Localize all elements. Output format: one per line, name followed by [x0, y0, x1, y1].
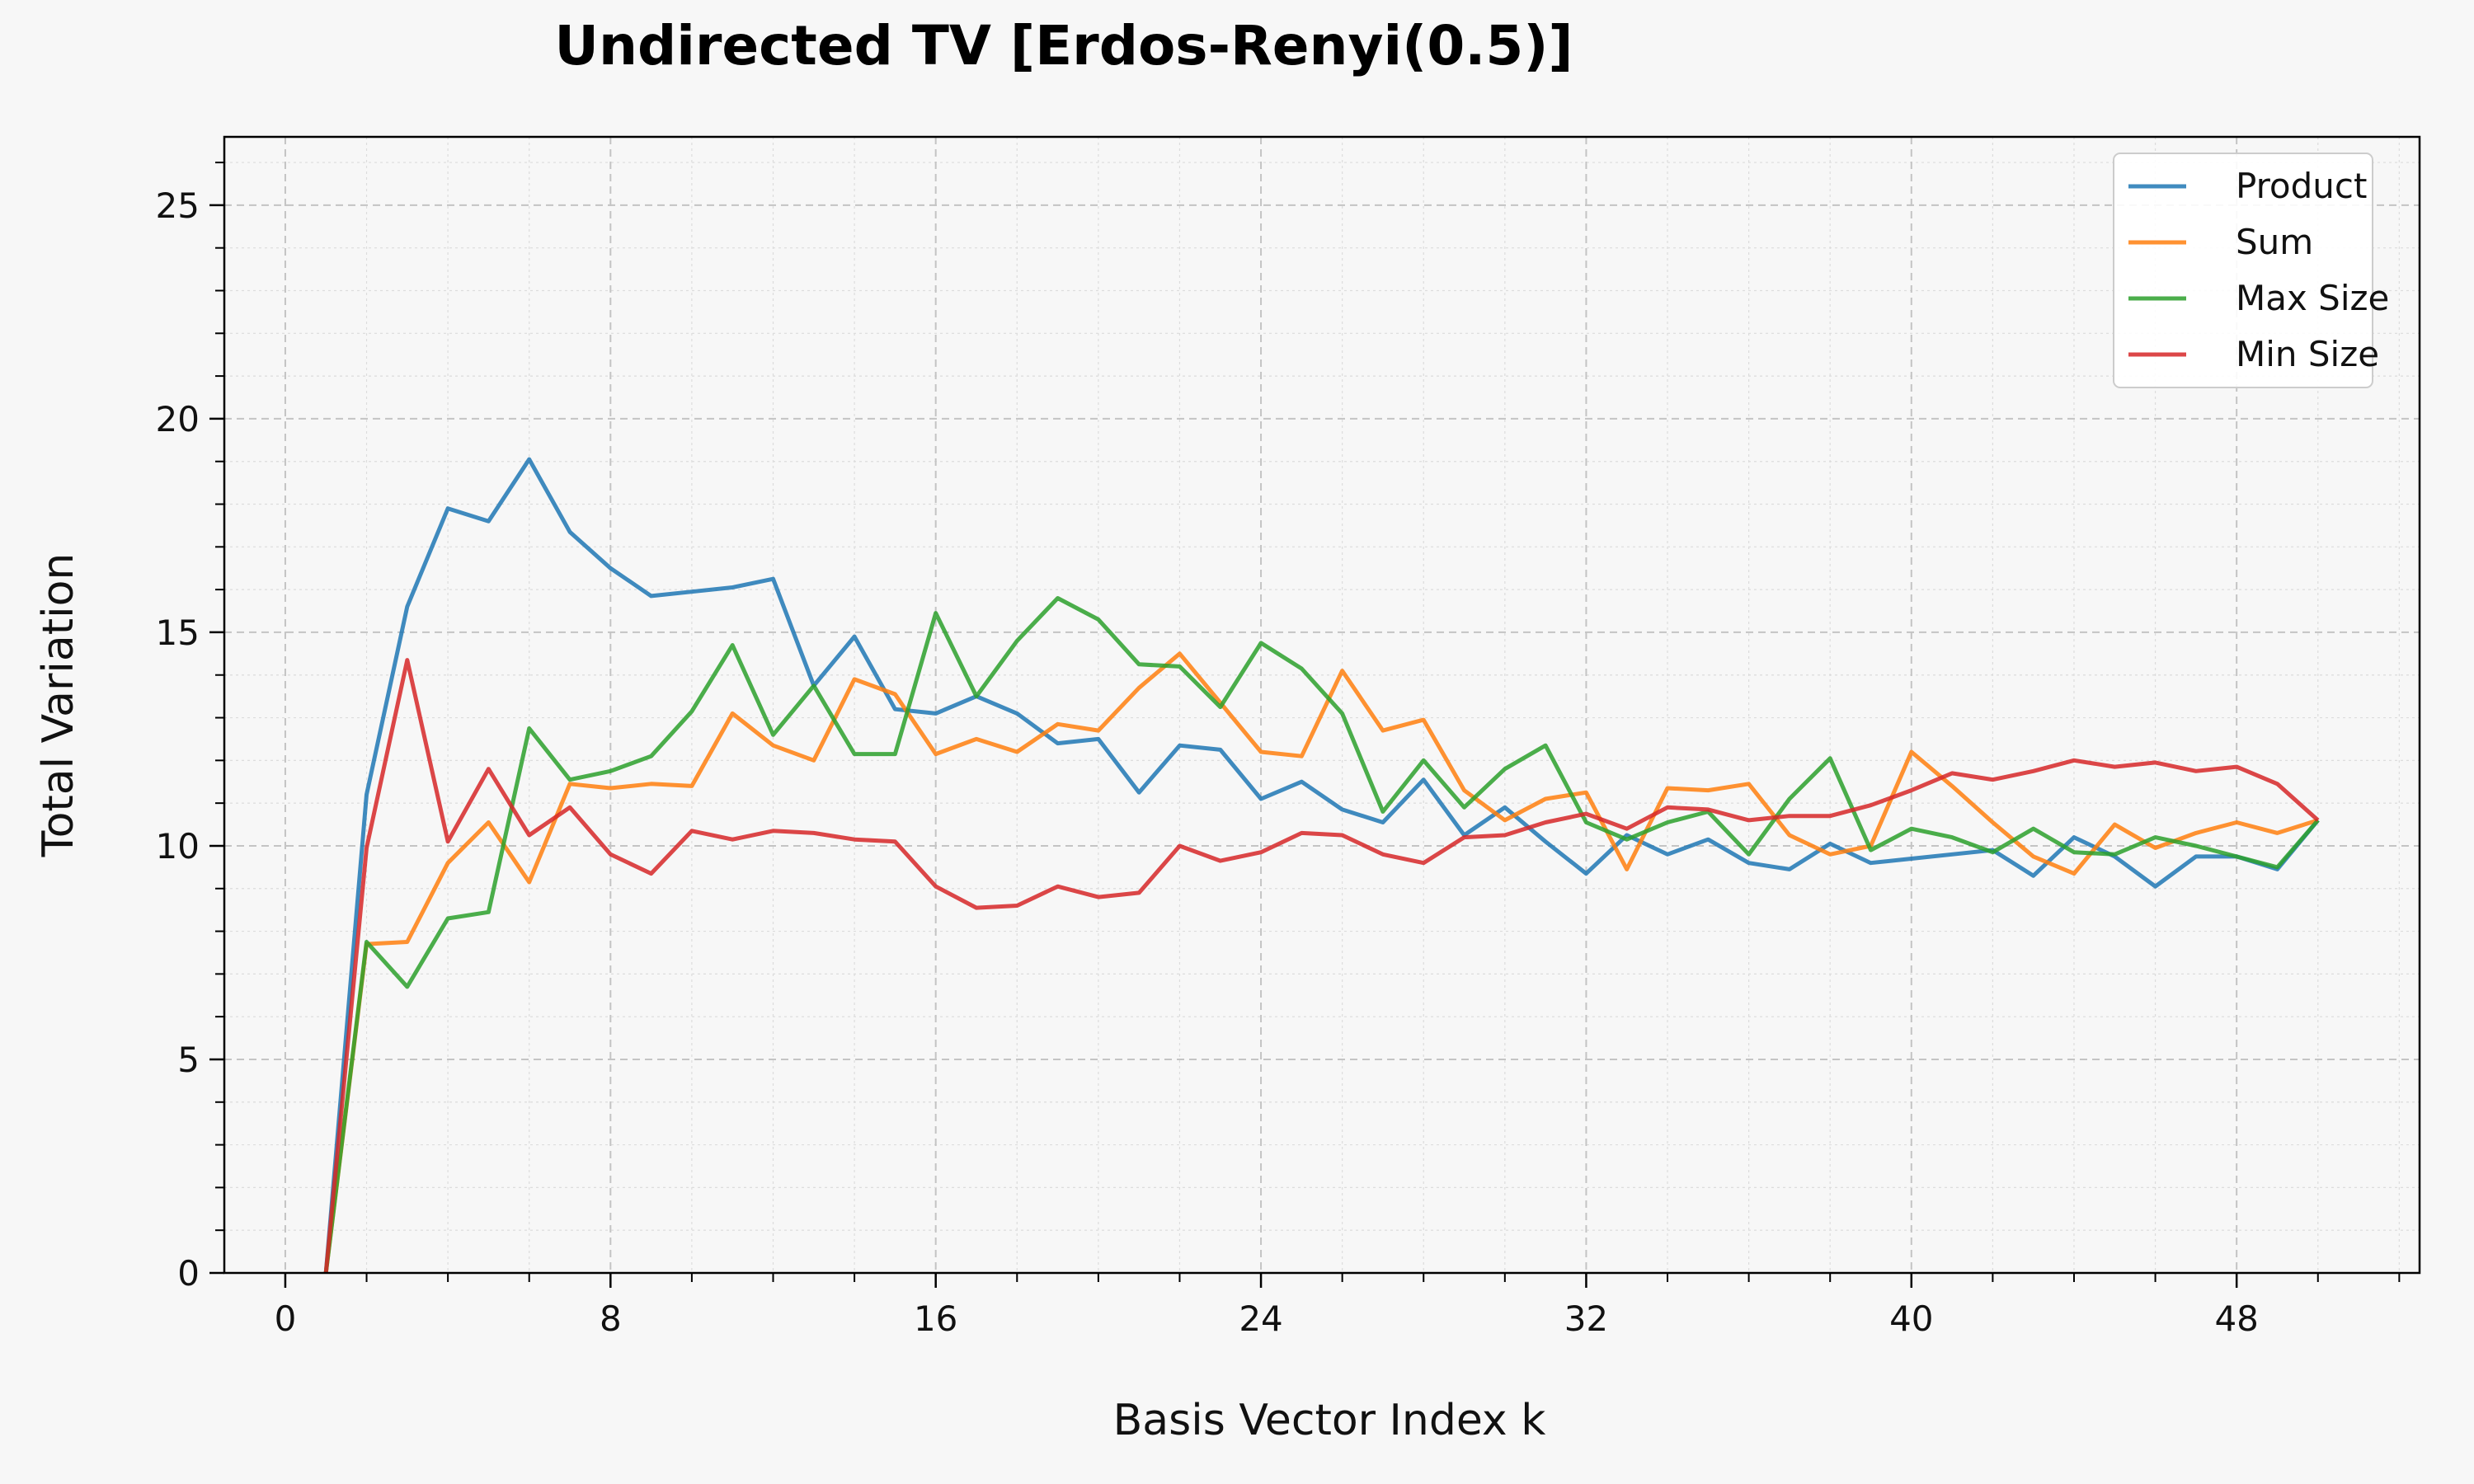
plot-area — [224, 137, 2420, 1273]
plot-frame — [223, 135, 2421, 1275]
legend-box — [2113, 153, 2373, 388]
series-line-sum — [323, 651, 2319, 1274]
legend-label-min-size: Min Size — [2236, 334, 2379, 374]
legend-label-max-size: Max Size — [2236, 278, 2389, 318]
series-layer — [323, 457, 2320, 1274]
series-line-max-size — [323, 596, 2320, 1274]
x-tick-label: 0 — [275, 1298, 297, 1339]
x-tick-label: 32 — [1564, 1298, 1608, 1339]
minor-grid — [224, 137, 2420, 1273]
series-line-min-size — [323, 658, 2320, 1274]
x-tick-label: 40 — [1889, 1298, 1933, 1339]
x-tick-label: 8 — [600, 1298, 622, 1339]
x-axis-label: Basis Vector Index k — [1113, 1396, 1546, 1445]
axis-ticks: 0 8 16 24 32 40 48 0 5 10 15 20 25 — [156, 162, 2401, 1339]
y-tick-label: 15 — [156, 613, 200, 653]
legend-label-product: Product — [2236, 166, 2367, 206]
x-tick-label: 24 — [1239, 1298, 1282, 1339]
y-tick-label: 5 — [177, 1040, 200, 1080]
major-grid — [224, 137, 2420, 1273]
x-tick-label: 16 — [914, 1298, 957, 1339]
x-tick-label: 48 — [2214, 1298, 2258, 1339]
y-tick-label: 25 — [156, 186, 200, 226]
y-tick-label: 20 — [156, 399, 200, 439]
legend: Product Sum Max Size Min Size — [2113, 153, 2389, 388]
y-tick-label: 0 — [177, 1253, 200, 1294]
y-tick-label: 10 — [156, 826, 200, 866]
legend-label-sum: Sum — [2236, 222, 2313, 262]
chart-title: Undirected TV [Erdos-Renyi(0.5)] — [554, 14, 1573, 77]
y-axis-label: Total Variation — [34, 553, 83, 858]
